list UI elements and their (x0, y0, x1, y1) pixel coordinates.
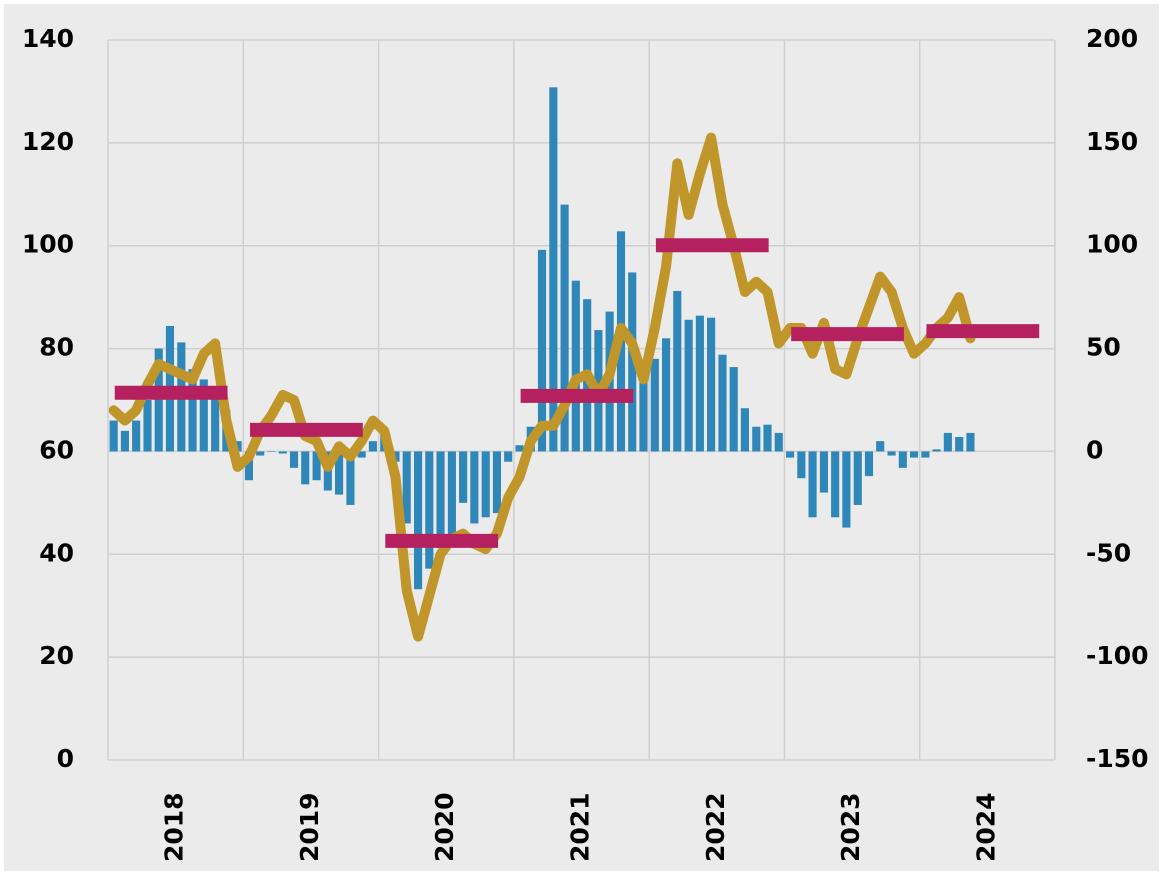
bar (256, 451, 265, 456)
y-tick-label: 120 (22, 127, 74, 156)
y-tick-label: 60 (39, 435, 74, 464)
bar (188, 369, 197, 452)
bar (571, 280, 580, 452)
background (4, 4, 1159, 871)
bar (425, 451, 434, 569)
bar (864, 451, 874, 477)
bar (695, 315, 704, 452)
x-tick-label: 2021 (566, 792, 595, 862)
bar (831, 451, 840, 518)
bar (481, 451, 490, 518)
bar (718, 354, 727, 452)
bar (898, 451, 907, 468)
y2-tick-label: 150 (1086, 127, 1138, 156)
bar (244, 451, 254, 481)
bar (932, 449, 941, 452)
x-tick-label: 2018 (160, 792, 189, 862)
x-tick-label: 2024 (971, 792, 1000, 862)
bar (368, 441, 377, 452)
y-tick-label: 20 (39, 641, 74, 670)
y-tick-label: 40 (39, 538, 74, 567)
bar (842, 451, 851, 528)
y-tick-label: 140 (22, 24, 74, 53)
bar (267, 451, 276, 452)
bar (132, 420, 141, 452)
y-tick-label: 0 (57, 744, 74, 773)
bar (301, 451, 310, 485)
bar (414, 451, 423, 590)
bar (876, 441, 885, 452)
bar (312, 451, 321, 481)
y2-tick-label: 50 (1086, 333, 1121, 362)
bar (492, 451, 502, 514)
bar (537, 249, 547, 452)
bar (278, 451, 287, 454)
bar (763, 424, 772, 452)
bar (650, 358, 659, 452)
bar (120, 430, 129, 452)
bar (560, 204, 569, 452)
y2-tick-label: 0 (1086, 435, 1103, 464)
bar (752, 426, 761, 452)
bar (639, 379, 648, 452)
bar (357, 451, 366, 458)
y2-tick-label: 200 (1086, 24, 1138, 53)
bar (470, 451, 479, 524)
bar (887, 451, 896, 456)
x-tick-label: 2020 (430, 792, 459, 862)
x-tick-label: 2022 (701, 792, 730, 862)
bar (774, 432, 783, 452)
y-tick-label: 80 (39, 333, 74, 362)
y-tick-label: 100 (22, 230, 74, 259)
bar (109, 420, 118, 452)
x-tick-label: 2023 (836, 792, 865, 862)
bar (515, 445, 524, 452)
bar (684, 319, 693, 452)
bar (966, 432, 975, 452)
bar (797, 451, 806, 479)
bar (199, 379, 208, 452)
bar (402, 451, 411, 524)
bar (436, 451, 445, 549)
bar (786, 451, 795, 458)
bar (289, 451, 299, 468)
bar (819, 451, 828, 493)
bar (447, 451, 456, 538)
bar (808, 451, 817, 518)
bar (729, 367, 738, 452)
bar (853, 451, 862, 505)
bar (628, 272, 637, 452)
bar (921, 451, 930, 458)
bar (707, 317, 716, 452)
y2-tick-label: 100 (1086, 230, 1138, 259)
y2-tick-label: -50 (1086, 538, 1131, 567)
y2-tick-label: -150 (1086, 744, 1149, 773)
bar (143, 400, 152, 452)
bar (909, 451, 919, 458)
bar (211, 389, 220, 452)
y2-tick-label: -100 (1086, 641, 1149, 670)
bar (955, 437, 964, 452)
bar (943, 432, 952, 452)
bar (740, 408, 749, 452)
bar (504, 451, 513, 462)
x-tick-label: 2019 (295, 792, 324, 862)
bar (459, 451, 468, 503)
bar (661, 338, 671, 452)
bar (335, 451, 344, 495)
bar (673, 290, 682, 452)
bar (549, 87, 558, 452)
bar (346, 451, 355, 505)
bar (154, 348, 163, 452)
